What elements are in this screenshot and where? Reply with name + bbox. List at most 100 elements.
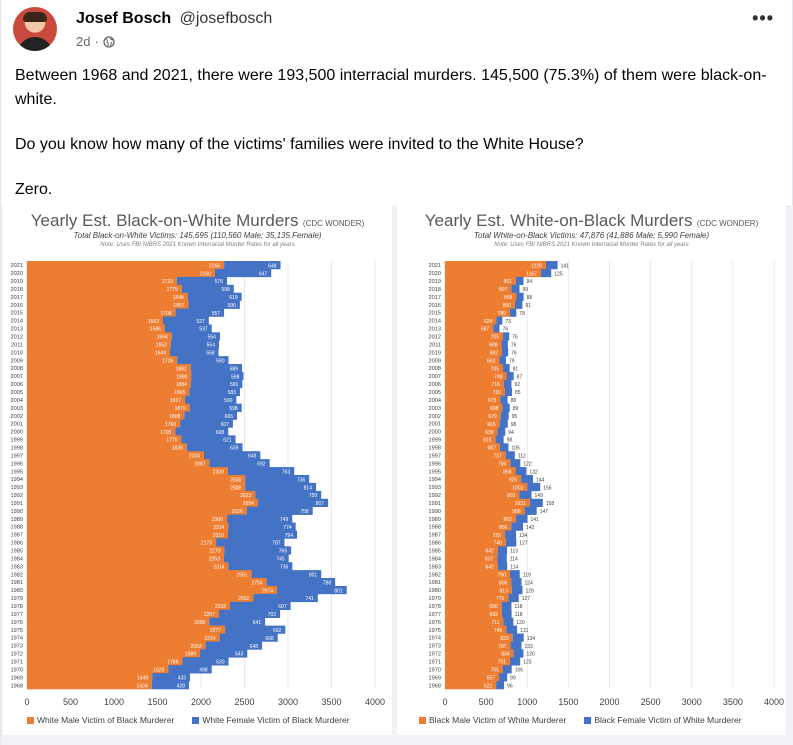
legend-entry-male: White Male Victim of Black Murderer — [27, 715, 174, 725]
bar-female — [181, 435, 236, 444]
data-label-male: 1723 — [162, 279, 173, 285]
data-label-female: 125 — [554, 271, 563, 277]
data-label-female: 78 — [519, 311, 525, 317]
y-tick-label: 1995 — [429, 469, 441, 475]
bar-male — [27, 371, 192, 381]
bar-female — [502, 403, 510, 412]
y-tick-label: 2015 — [11, 311, 23, 317]
data-label-female: 433 — [178, 675, 187, 681]
data-label-male: 1776 — [166, 438, 177, 444]
globe-audience-icon[interactable] — [103, 35, 115, 48]
bar-female — [224, 261, 281, 270]
y-tick-label: 2020 — [11, 271, 23, 277]
bar-male — [27, 482, 246, 492]
y-tick-label: 2010 — [429, 350, 441, 356]
bar-male — [445, 649, 514, 658]
y-tick-label: 1997 — [11, 453, 23, 459]
data-label-female: 131 — [520, 628, 529, 634]
bar-female — [501, 609, 512, 618]
data-label-female: 87 — [517, 374, 523, 380]
data-label-male: 2053 — [190, 644, 201, 650]
data-label-male: 679 — [489, 414, 498, 420]
data-label-male: 770 — [496, 596, 505, 602]
bar-male — [27, 459, 210, 468]
data-label-female: 758 — [300, 509, 309, 515]
data-label-female: 118 — [514, 604, 522, 610]
bar-male — [27, 308, 176, 317]
bar-female — [503, 379, 512, 389]
author-name[interactable]: Josef Bosch — [76, 10, 172, 27]
author-avatar[interactable] — [13, 7, 57, 51]
data-label-male: 1031 — [515, 501, 526, 507]
bar-male — [27, 673, 153, 682]
more-options-button[interactable]: ••• — [752, 8, 774, 28]
bar-female — [505, 387, 513, 397]
bar-male — [27, 625, 226, 634]
data-label-male: 737 — [493, 454, 502, 460]
data-label-male: 2277 — [210, 628, 221, 634]
data-label-male: 1760 — [165, 422, 176, 428]
x-tick-label: 3500 — [723, 697, 743, 707]
y-tick-label: 1988 — [429, 525, 441, 531]
bar-female — [497, 562, 508, 571]
bar-female — [227, 514, 293, 523]
data-label-male: 794 — [498, 461, 507, 467]
bar-male — [445, 340, 502, 349]
data-label-male: 705 — [491, 335, 500, 341]
data-label-female: 607 — [221, 422, 230, 428]
data-label-female: 106 — [515, 668, 524, 674]
bar-female — [500, 395, 508, 404]
data-label-male: 615 — [483, 438, 492, 444]
x-tick-label: 2000 — [191, 697, 211, 707]
data-label-female: 590 — [224, 398, 233, 404]
data-label-male: 692 — [490, 612, 499, 618]
bar-female — [205, 641, 262, 650]
bar-male — [27, 427, 176, 436]
legend-swatch — [419, 717, 426, 724]
bar-male — [27, 578, 267, 587]
post-image[interactable]: Yearly Est. Black-on-White Murders (CDC … — [1, 205, 793, 745]
data-label-female: 98 — [507, 438, 513, 444]
bar-female — [499, 673, 508, 682]
bar-male — [27, 348, 171, 357]
bar-female — [187, 292, 242, 301]
bar-female — [508, 593, 519, 603]
data-label-female: 147 — [540, 509, 549, 515]
data-label-male: 1989 — [185, 652, 196, 658]
bar-female — [170, 348, 219, 357]
data-label-female: 81 — [513, 366, 519, 372]
bar-male — [445, 657, 511, 666]
bar-female — [200, 649, 248, 658]
bar-female — [164, 324, 212, 333]
y-tick-label: 1983 — [11, 564, 23, 570]
bar-male — [445, 546, 498, 555]
y-tick-label: 1968 — [429, 683, 441, 689]
author-handle[interactable]: @josefbosch — [179, 10, 273, 27]
bar-female — [529, 498, 543, 508]
bar-male — [445, 411, 501, 420]
data-label-male: 1884 — [176, 382, 187, 388]
bar-female — [170, 340, 220, 349]
data-label-female: 774 — [283, 525, 292, 531]
data-label-female: 590 — [216, 358, 225, 364]
bar-male — [27, 387, 190, 397]
bar-male — [27, 570, 252, 579]
post-timestamp[interactable]: 2d — [76, 34, 91, 49]
y-tick-label: 1987 — [11, 533, 23, 539]
data-label-male: 2173 — [201, 541, 212, 547]
bar-female — [511, 284, 520, 294]
bar-male — [445, 490, 520, 500]
data-label-female: 641 — [253, 620, 262, 626]
bar-male — [445, 641, 511, 650]
y-tick-label: 1999 — [429, 438, 441, 444]
bar-female — [513, 649, 524, 658]
data-label-female: 79 — [509, 358, 515, 364]
data-label-male: 1563 — [148, 319, 159, 325]
y-tick-label: 1992 — [11, 493, 23, 499]
post-header: Josef Bosch @josefbosch 2d · ••• — [13, 6, 780, 54]
bar-female — [499, 419, 508, 428]
data-label-female: 141 — [561, 263, 570, 269]
y-tick-label: 2016 — [11, 303, 23, 309]
bar-female — [175, 308, 225, 317]
data-label-male: 662 — [487, 358, 496, 364]
